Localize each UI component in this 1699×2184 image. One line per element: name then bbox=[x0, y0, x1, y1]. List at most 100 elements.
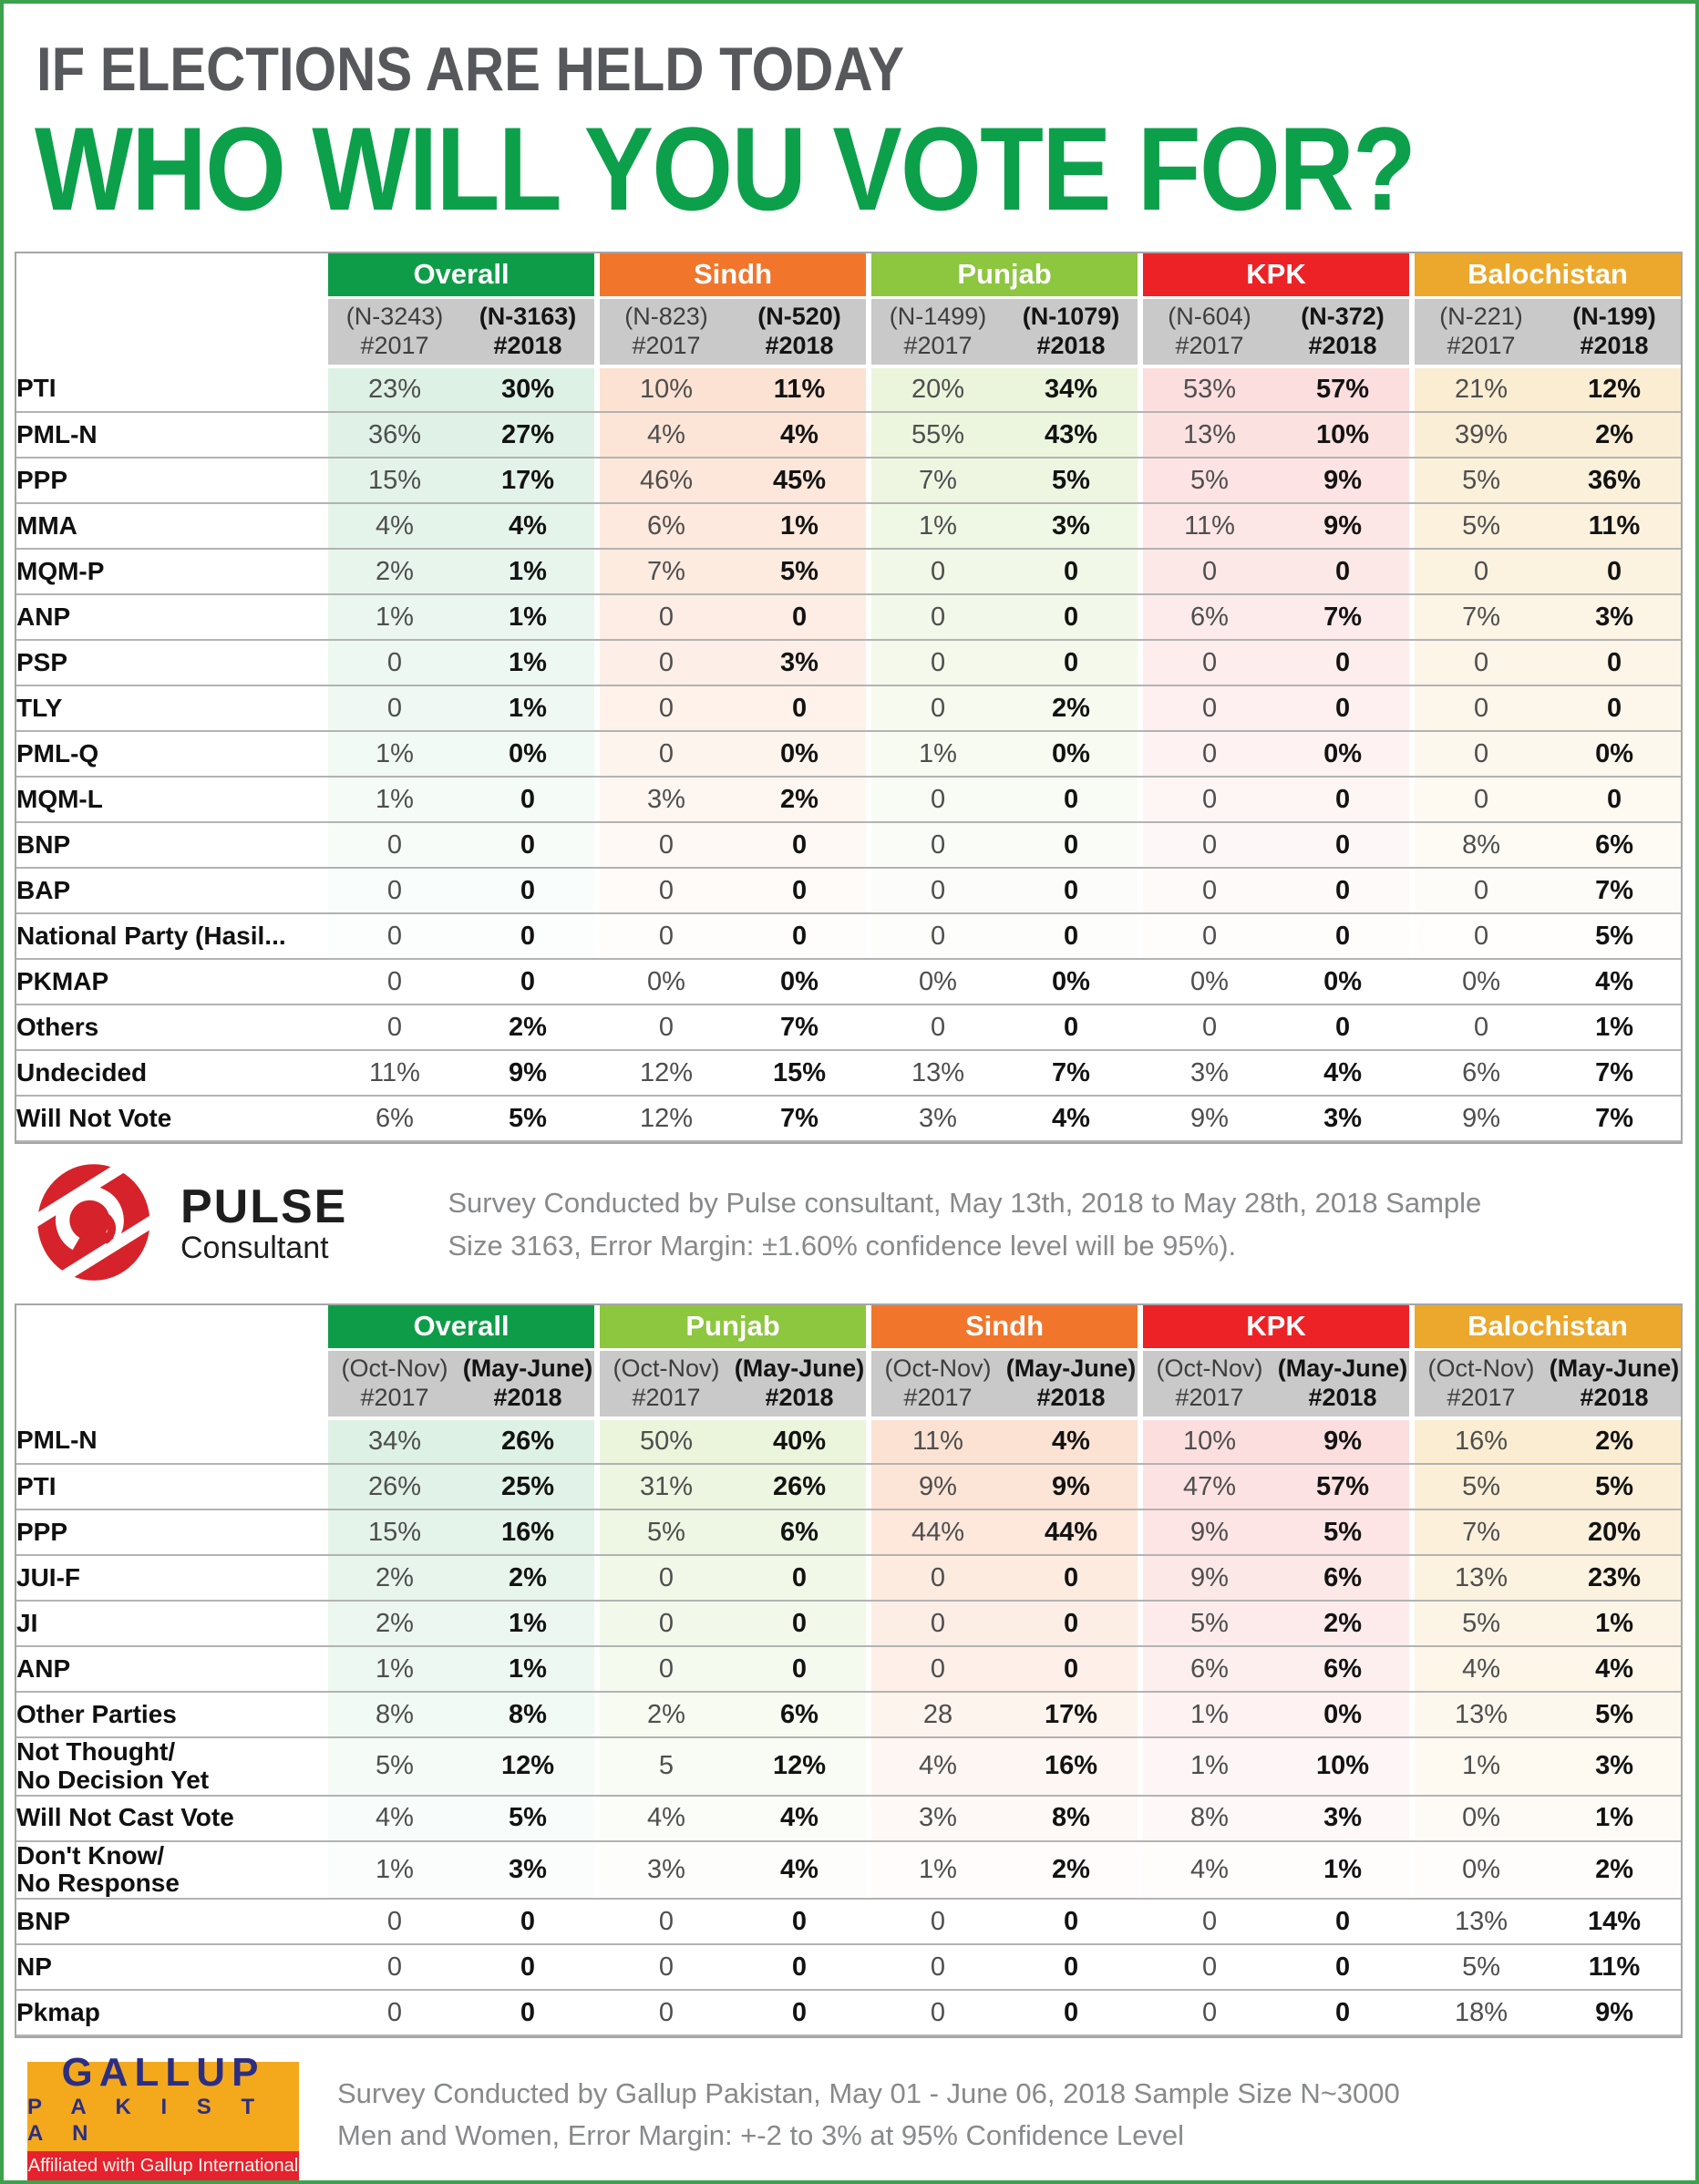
table-row: MQM-L 1% 0 3% 2% 0 0 0 0 0 0 bbox=[16, 777, 1682, 823]
column-gap bbox=[323, 1004, 328, 1051]
party-label: MQM-P bbox=[16, 549, 323, 595]
value-cell: 16% bbox=[461, 1509, 594, 1556]
party-label: PSP bbox=[16, 640, 323, 686]
value-cell: 1% bbox=[328, 1646, 461, 1693]
value-cell: 6% bbox=[1276, 1555, 1410, 1602]
column-gap bbox=[594, 1096, 600, 1142]
value-cell: 3% bbox=[1276, 1795, 1410, 1842]
column-gap bbox=[1138, 1944, 1144, 1992]
value-cell: 0% bbox=[733, 731, 867, 778]
value-cell: 4% bbox=[461, 503, 594, 550]
column-gap bbox=[1409, 412, 1416, 458]
column-gap bbox=[1138, 1899, 1144, 1946]
value-cell: 14% bbox=[1548, 1899, 1682, 1946]
table-row: Pkmap 0 0 0 0 0 0 0 0 18% 9% bbox=[16, 1990, 1682, 2037]
column-gap bbox=[1409, 1795, 1416, 1842]
value-cell: 6% bbox=[1276, 1646, 1410, 1693]
column-gap bbox=[1138, 959, 1144, 1005]
value-cell: 0 bbox=[328, 913, 461, 960]
value-cell: 0 bbox=[871, 822, 1005, 869]
column-gap bbox=[1409, 1840, 1416, 1901]
column-gap bbox=[866, 1944, 871, 1992]
value-cell: 0 bbox=[600, 822, 733, 869]
sample-header-2017: (N-1499) #2017 bbox=[871, 297, 1005, 368]
table-row: BAP 0 0 0 0 0 0 0 0 0 7% bbox=[16, 868, 1682, 914]
value-cell: 16% bbox=[1004, 1737, 1138, 1797]
column-gap bbox=[1409, 1944, 1416, 1992]
value-cell: 0% bbox=[1004, 731, 1138, 778]
column-gap bbox=[1409, 1464, 1416, 1510]
value-cell: 0 bbox=[871, 1601, 1004, 1647]
party-label: Will Not Vote bbox=[16, 1096, 323, 1142]
value-cell: 0 bbox=[1415, 913, 1549, 960]
value-cell: 8% bbox=[1415, 822, 1549, 869]
sample-header-2017: (N-604) #2017 bbox=[1143, 297, 1277, 368]
value-cell: 0 bbox=[871, 1646, 1004, 1693]
column-gap bbox=[323, 503, 328, 550]
value-cell: 4% bbox=[1415, 1646, 1549, 1693]
column-gap bbox=[1138, 685, 1144, 732]
pulse-consultant-wordmark: PULSE Consultant bbox=[180, 1183, 347, 1266]
column-gap bbox=[1409, 1050, 1416, 1097]
value-cell: 7% bbox=[1415, 1509, 1549, 1556]
column-gap bbox=[323, 640, 328, 686]
value-cell: 5% bbox=[1548, 1464, 1682, 1510]
value-cell: 2% bbox=[328, 1601, 461, 1647]
value-cell: 5% bbox=[1143, 458, 1277, 504]
value-cell: 7% bbox=[1004, 1050, 1138, 1097]
sample-header-2018: (N-3163) #2018 bbox=[461, 297, 594, 368]
value-cell: 34% bbox=[328, 1418, 461, 1465]
column-gap bbox=[1409, 1646, 1416, 1693]
table-row: PML-N 34% 26% 50% 40% 11% 4% 10% 9% 16% 2% bbox=[16, 1418, 1682, 1465]
column-gap bbox=[594, 1840, 600, 1901]
value-cell: 0 bbox=[328, 1990, 461, 2037]
sample-header-2018: (N-520) #2018 bbox=[733, 297, 867, 368]
value-cell: 4% bbox=[1143, 1840, 1277, 1901]
sample-header-2017: (Oct-Nov) #2017 bbox=[1143, 1349, 1277, 1420]
column-gap bbox=[594, 1899, 600, 1946]
column-gap bbox=[1409, 1305, 1416, 1349]
value-cell: 0 bbox=[733, 1899, 866, 1946]
value-cell: 0 bbox=[733, 594, 867, 641]
value-cell: 0 bbox=[461, 868, 594, 914]
poll-table: Overall Punjab Sindh KPK Balochistan (Oct-Nov… bbox=[16, 1305, 1682, 2037]
column-gap bbox=[1138, 1646, 1144, 1693]
value-cell: 0 bbox=[1548, 777, 1682, 823]
value-cell: 5 bbox=[600, 1737, 733, 1797]
value-cell: 0 bbox=[1004, 868, 1138, 914]
value-cell: 7% bbox=[1276, 594, 1410, 641]
value-cell: 0 bbox=[600, 731, 733, 778]
value-cell: 0% bbox=[1276, 731, 1410, 778]
column-gap bbox=[1138, 1305, 1144, 1349]
value-cell: 3% bbox=[1004, 503, 1138, 550]
value-cell: 4% bbox=[1004, 1418, 1138, 1465]
value-cell: 4% bbox=[1276, 1050, 1410, 1097]
value-cell: 7% bbox=[871, 458, 1005, 504]
value-cell: 50% bbox=[600, 1418, 733, 1465]
column-gap bbox=[594, 1944, 600, 1992]
value-cell: 11% bbox=[1548, 1944, 1682, 1992]
value-cell: 7% bbox=[733, 1096, 867, 1142]
value-cell: 25% bbox=[461, 1464, 594, 1510]
value-cell: 11% bbox=[1548, 503, 1682, 550]
table-row: PKMAP 0 0 0% 0% 0% 0% 0% 0% 0% 4% bbox=[16, 959, 1682, 1005]
party-label: Not Thought/ No Decision Yet bbox=[16, 1737, 323, 1797]
column-gap bbox=[594, 1305, 600, 1349]
value-cell: 0 bbox=[1004, 1646, 1138, 1693]
column-gap bbox=[323, 685, 328, 732]
value-cell: 1% bbox=[871, 731, 1005, 778]
column-gap bbox=[1138, 594, 1144, 641]
value-cell: 0 bbox=[1415, 1004, 1549, 1051]
value-cell: 40% bbox=[733, 1418, 866, 1465]
value-cell: 0 bbox=[871, 1944, 1004, 1992]
value-cell: 12% bbox=[733, 1737, 866, 1797]
value-cell: 2% bbox=[1548, 1840, 1682, 1901]
party-label: PPP bbox=[16, 1509, 323, 1556]
value-cell: 0 bbox=[600, 1944, 733, 1992]
column-gap bbox=[594, 1737, 600, 1797]
value-cell: 0 bbox=[871, 549, 1005, 595]
value-cell: 4% bbox=[600, 1795, 733, 1842]
column-gap bbox=[594, 549, 600, 595]
sample-header-2018: (N-1079) #2018 bbox=[1004, 297, 1138, 368]
gallup-logo-strip: Affiliated with Gallup International bbox=[27, 2151, 299, 2180]
